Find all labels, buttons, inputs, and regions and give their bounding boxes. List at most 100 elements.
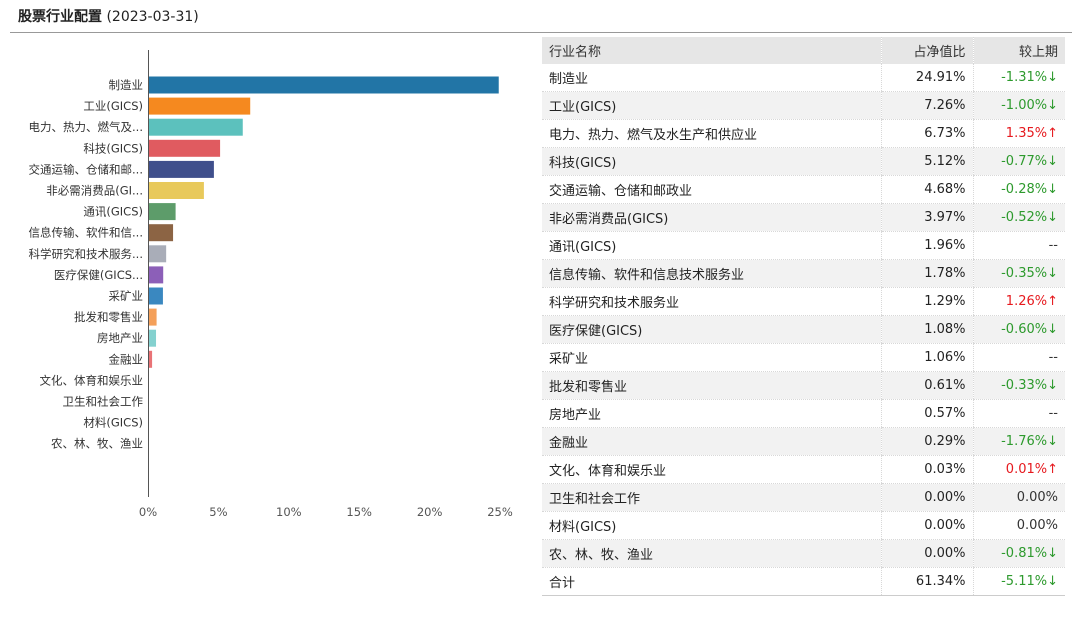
bar <box>148 203 176 221</box>
industry-name-cell: 批发和零售业 <box>542 371 881 400</box>
net-value-ratio-cell: 0.00% <box>880 483 973 512</box>
net-value-ratio-cell: 5.12% <box>880 147 973 176</box>
change-cell: -0.28%↓ <box>972 175 1065 204</box>
category-label: 房地产业 <box>97 331 143 345</box>
net-value-ratio-cell: 0.57% <box>880 399 973 428</box>
category-label: 文化、体育和娱乐业 <box>40 373 144 387</box>
change-cell: -0.81%↓ <box>972 539 1065 568</box>
net-value-ratio-cell: 7.26% <box>880 91 973 120</box>
total-change: -5.11%↓ <box>972 567 1065 596</box>
category-label: 非必需消费品(GI... <box>46 184 143 198</box>
net-value-ratio-cell: 1.08% <box>880 315 973 344</box>
x-tick-label: 10% <box>276 505 302 519</box>
table-row: 非必需消费品(GICS) 3.97% -0.52%↓ <box>542 203 1065 232</box>
table-row: 医疗保健(GICS) 1.08% -0.60%↓ <box>542 315 1065 344</box>
industry-name-cell: 通讯(GICS) <box>542 231 881 260</box>
change-cell: -0.77%↓ <box>972 147 1065 176</box>
bar <box>148 308 157 326</box>
net-value-ratio-cell: 1.06% <box>880 343 973 372</box>
category-label: 医疗保健(GICS... <box>54 268 143 282</box>
section-header: 股票行业配置 (2023-03-31) <box>18 4 199 30</box>
change-cell: -0.60%↓ <box>972 315 1065 344</box>
x-tick-label: 0% <box>139 505 157 519</box>
table-row: 农、林、牧、渔业 0.00% -0.81%↓ <box>542 539 1065 568</box>
bar <box>148 224 174 242</box>
x-tick-label: 20% <box>417 505 443 519</box>
table-row: 通讯(GICS) 1.96% -- <box>542 231 1065 260</box>
category-label: 通讯(GICS) <box>83 205 143 219</box>
table-row: 科学研究和技术服务业 1.29% 1.26%↑ <box>542 287 1065 316</box>
industry-name-cell: 电力、热力、燃气及水生产和供应业 <box>542 119 881 148</box>
category-label: 科技(GICS) <box>83 141 143 155</box>
net-value-ratio-cell: 1.96% <box>880 231 973 260</box>
table-row: 科技(GICS) 5.12% -0.77%↓ <box>542 147 1065 176</box>
industry-name-cell: 卫生和社会工作 <box>542 483 881 512</box>
header-divider <box>10 32 1072 33</box>
change-cell: -- <box>972 399 1065 428</box>
net-value-ratio-cell: 6.73% <box>880 119 973 148</box>
total-pct: 61.34% <box>880 567 973 596</box>
change-cell: -- <box>972 231 1065 260</box>
bar <box>148 245 167 263</box>
net-value-ratio-cell: 4.68% <box>880 175 973 204</box>
x-tick-label: 25% <box>487 505 513 519</box>
change-cell: 0.00% <box>972 511 1065 540</box>
table-row: 房地产业 0.57% -- <box>542 399 1065 428</box>
header-industry-name: 行业名称 <box>542 37 881 64</box>
change-cell: -0.33%↓ <box>972 371 1065 400</box>
change-cell: 1.35%↑ <box>972 119 1065 148</box>
industry-name-cell: 医疗保健(GICS) <box>542 315 881 344</box>
category-label: 工业(GICS) <box>83 99 143 113</box>
industry-name-cell: 材料(GICS) <box>542 511 881 540</box>
bar <box>148 97 251 115</box>
industry-name-cell: 科学研究和技术服务业 <box>542 287 881 316</box>
net-value-ratio-cell: 3.97% <box>880 203 973 232</box>
industry-name-cell: 采矿业 <box>542 343 881 372</box>
section-title: 股票行业配置 <box>18 9 102 25</box>
bar <box>148 139 221 157</box>
table-total-row: 合计 61.34% -5.11%↓ <box>542 567 1065 596</box>
bar <box>148 182 204 199</box>
table-row: 信息传输、软件和信息技术服务业 1.78% -0.35%↓ <box>542 259 1065 288</box>
industry-name-cell: 信息传输、软件和信息技术服务业 <box>542 259 881 288</box>
category-label: 卫生和社会工作 <box>63 395 144 409</box>
industry-name-cell: 制造业 <box>542 64 881 92</box>
bar <box>148 76 499 94</box>
table-row: 工业(GICS) 7.26% -1.00%↓ <box>542 91 1065 120</box>
table-row: 批发和零售业 0.61% -0.33%↓ <box>542 371 1065 400</box>
change-cell: -- <box>972 343 1065 372</box>
table-row: 文化、体育和娱乐业 0.03% 0.01%↑ <box>542 455 1065 484</box>
net-value-ratio-cell: 0.03% <box>880 455 973 484</box>
table-row: 卫生和社会工作 0.00% 0.00% <box>542 483 1065 512</box>
change-cell: 1.26%↑ <box>972 287 1065 316</box>
bar <box>148 287 163 305</box>
table-row: 金融业 0.29% -1.76%↓ <box>542 427 1065 456</box>
bar <box>148 350 153 368</box>
header-net-value-ratio: 占净值比 <box>880 37 973 64</box>
bar <box>148 160 214 178</box>
change-cell: -0.52%↓ <box>972 203 1065 232</box>
industry-name-cell: 农、林、牧、渔业 <box>542 539 881 568</box>
change-cell: -1.76%↓ <box>972 427 1065 456</box>
net-value-ratio-cell: 1.29% <box>880 287 973 316</box>
table-row: 材料(GICS) 0.00% 0.00% <box>542 511 1065 540</box>
industry-allocation-table: 行业名称 占净值比 较上期 制造业 24.91% -1.31%↓ 工业(GICS) 7.… <box>542 37 1065 596</box>
net-value-ratio-cell: 0.00% <box>880 539 973 568</box>
category-label: 农、林、牧、渔业 <box>51 437 143 451</box>
bar <box>148 329 157 347</box>
net-value-ratio-cell: 1.78% <box>880 259 973 288</box>
category-label: 科学研究和技术服务... <box>29 247 143 261</box>
industry-name-cell: 房地产业 <box>542 399 881 428</box>
net-value-ratio-cell: 24.91% <box>880 64 973 92</box>
category-label: 采矿业 <box>109 289 144 303</box>
x-tick-label: 15% <box>346 505 372 519</box>
industry-name-cell: 科技(GICS) <box>542 147 881 176</box>
net-value-ratio-cell: 0.61% <box>880 371 973 400</box>
table-row: 采矿业 1.06% -- <box>542 343 1065 372</box>
header-change-vs-prior: 较上期 <box>972 37 1065 64</box>
industry-name-cell: 非必需消费品(GICS) <box>542 203 881 232</box>
table-row: 交通运输、仓储和邮政业 4.68% -0.28%↓ <box>542 175 1065 204</box>
change-cell: 0.01%↑ <box>972 455 1065 484</box>
change-cell: 0.00% <box>972 483 1065 512</box>
